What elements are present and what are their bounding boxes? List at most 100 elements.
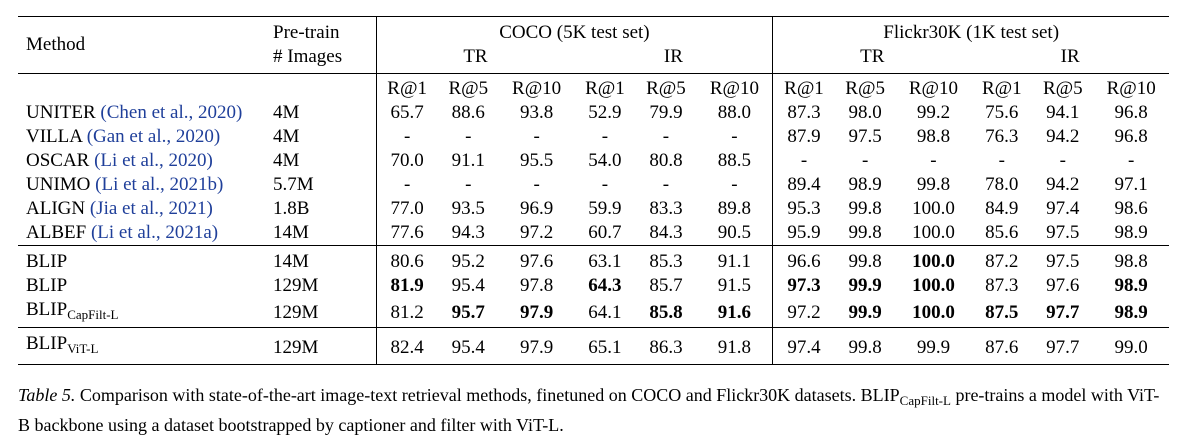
caption-label: Table 5. (18, 385, 76, 405)
score-cell: 95.2 (451, 251, 485, 272)
score-cell: 98.6 (1114, 198, 1148, 219)
score-cell: 99.8 (848, 198, 882, 219)
score-cell: 100.0 (912, 251, 955, 272)
score-cell: 95.9 (772, 221, 835, 246)
score-cell: 99.8 (916, 174, 951, 195)
score-cell: 97.1 (1114, 174, 1148, 195)
score-cell: 65.7 (375, 101, 438, 125)
pretrain-images-cell: 129M (273, 337, 319, 358)
score-cell: 99.0 (1114, 337, 1148, 358)
score-cell: - (465, 174, 472, 195)
score-cell: 93.5 (451, 198, 485, 219)
score-cell: 84.3 (649, 222, 683, 243)
score-cell: 82.4 (375, 327, 438, 365)
method-subscript: CapFilt-L (67, 307, 119, 322)
table-row: UNITER (Chen et al., 2020) 4M 65.7 88.6 93.8… (18, 101, 1169, 125)
table-row: OSCAR (Li et al., 2020) 4M 70.0 91.1 95.5 54.… (18, 149, 1169, 173)
metric-header: R@10 (709, 78, 759, 99)
pretrain-images-cell: 4M (273, 150, 300, 171)
pretrain-images-cell: 4M (273, 126, 300, 147)
score-cell: 75.6 (985, 102, 1019, 123)
header-flickr-ir: IR (1060, 46, 1080, 67)
score-cell: 81.2 (375, 298, 438, 328)
score-cell: - (731, 126, 738, 147)
score-cell: 85.7 (649, 275, 683, 296)
header-pretrain-line1: Pre-train (273, 22, 340, 43)
score-cell: 85.3 (649, 251, 683, 272)
score-cell: 79.9 (649, 102, 683, 123)
method-name: BLIP (26, 333, 68, 354)
score-cell: 98.0 (848, 102, 882, 123)
score-cell: - (861, 150, 869, 171)
method-name: UNITER (26, 102, 96, 123)
score-cell: 76.3 (985, 126, 1019, 147)
citation-link[interactable]: (Li et al., 2020) (94, 150, 213, 171)
citation-link[interactable]: (Li et al., 2021a) (90, 222, 219, 243)
metric-header: R@10 (1106, 78, 1156, 99)
score-cell: 97.3 (772, 274, 835, 298)
pretrain-images-cell: 14M (273, 251, 309, 272)
score-cell: 63.1 (588, 251, 622, 272)
score-cell: 97.5 (1046, 251, 1080, 272)
method-cell: VILLA (Gan et al., 2020) (18, 125, 273, 149)
citation-link[interactable]: (Chen et al., 2020) (100, 102, 243, 123)
method-name: OSCAR (26, 150, 90, 171)
score-cell: 88.6 (451, 102, 485, 123)
header-method: Method (26, 34, 86, 55)
method-cell: BLIPViT-L (18, 328, 273, 365)
score-cell: 94.2 (1046, 126, 1080, 147)
score-cell: 97.5 (848, 126, 882, 147)
score-cell: 98.9 (1114, 222, 1148, 243)
score-cell: - (998, 150, 1005, 171)
metric-header: R@5 (448, 78, 489, 99)
score-cell: 95.5 (519, 150, 554, 171)
score-cell: 94.1 (1046, 102, 1080, 123)
score-cell: 99.8 (848, 222, 882, 243)
score-cell: 100.0 (912, 222, 955, 243)
score-cell: 97.7 (1046, 301, 1080, 323)
score-cell: 97.9 (519, 301, 554, 323)
score-cell: 96.8 (1114, 102, 1148, 123)
score-cell: 86.3 (649, 337, 683, 358)
score-cell: 60.7 (588, 222, 622, 243)
score-cell: 85.8 (649, 301, 683, 323)
header-flickr-tr: TR (772, 45, 972, 74)
score-cell: - (772, 149, 835, 173)
method-cell: UNITER (Chen et al., 2020) (18, 101, 273, 125)
score-cell: 93.8 (519, 102, 554, 123)
caption-text-after: pre-trains a model with ViT-B backbone u… (18, 385, 1160, 435)
pretrain-images-cell: 4M (273, 102, 300, 123)
citation-link[interactable]: (Li et al., 2021b) (95, 174, 224, 195)
method-cell: ALIGN (Jia et al., 2021) (18, 197, 273, 221)
header-pretrain: Pre-train # Images (273, 17, 376, 74)
score-cell: 98.9 (1114, 301, 1148, 323)
score-cell: - (465, 126, 472, 147)
caption-subscript: CapFilt-L (899, 393, 951, 408)
table-row: VILLA (Gan et al., 2020) 4M - - - - - -87.9 97.5… (18, 125, 1169, 149)
score-cell: 99.8 (848, 337, 882, 358)
score-cell: 94.2 (1046, 174, 1080, 195)
score-cell: 97.6 (1046, 275, 1080, 296)
header-coco: COCO (5K test set) (375, 16, 773, 45)
score-cell: - (533, 126, 540, 147)
table-row: ALIGN (Jia et al., 2021) 1.8B 77.0 93.5 96.9… (18, 197, 1169, 221)
pretrain-images-cell: 129M (273, 301, 319, 323)
score-cell: 65.1 (588, 337, 622, 358)
score-cell: 98.8 (1114, 251, 1148, 272)
citation-link[interactable]: (Jia et al., 2021) (89, 198, 213, 219)
method-cell: BLIP (18, 246, 273, 275)
score-cell: - (601, 126, 609, 147)
score-cell: 80.8 (649, 150, 683, 171)
retrieval-results-table: Method Pre-train # Images COCO (5K test … (18, 16, 1169, 365)
pretrain-images-cell: 129M (273, 275, 319, 296)
score-cell: 98.8 (916, 126, 951, 147)
header-coco-ir: IR (663, 46, 683, 67)
metrics-row: R@1 R@5 R@10 R@1 R@5 R@10 R@1 R@5 R@10 R@1 R@5 R@10 (18, 73, 1169, 101)
score-cell: - (533, 174, 540, 195)
method-name: ALIGN (26, 198, 86, 219)
table-row: UNIMO (Li et al., 2021b) 5.7M - - - - - -89.4 98… (18, 173, 1169, 197)
citation-link[interactable]: (Gan et al., 2020) (86, 126, 221, 147)
score-cell: 97.2 (772, 298, 835, 328)
score-cell: 95.7 (451, 301, 485, 323)
score-cell: 77.0 (375, 197, 438, 221)
